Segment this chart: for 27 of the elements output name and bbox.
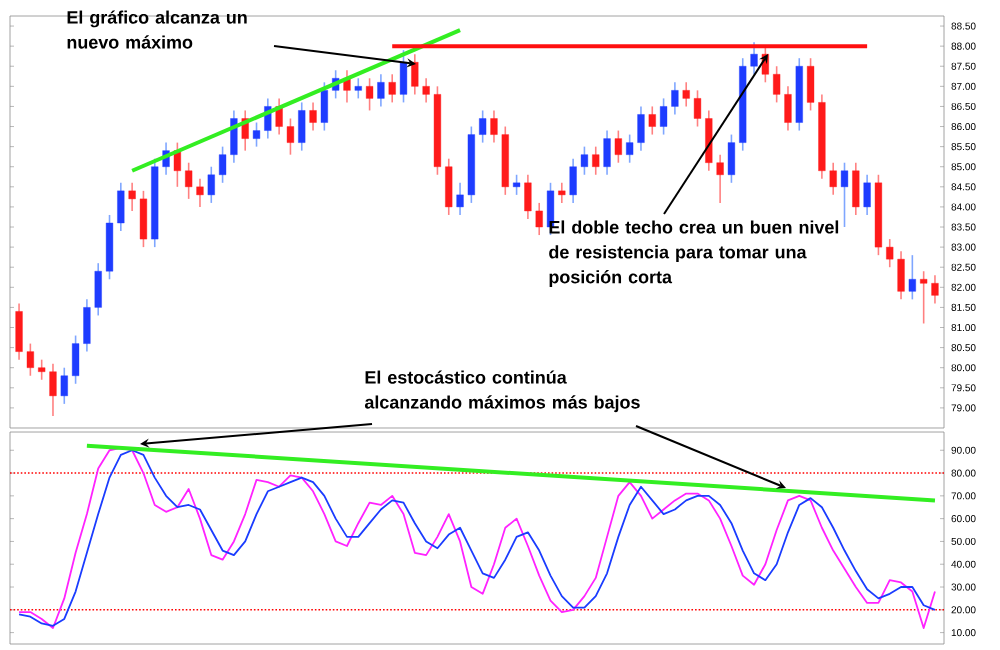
- candlestick: [863, 173, 871, 216]
- candlestick: [558, 182, 566, 204]
- candlestick: [320, 81, 328, 132]
- candlestick: [445, 157, 453, 216]
- candlestick: [727, 133, 736, 184]
- candlestick: [173, 141, 181, 188]
- candlestick: [479, 109, 487, 144]
- candlestick: [388, 73, 396, 104]
- annotation: El estocástico continúa alcanzando máximos más bajos: [364, 370, 640, 413]
- candlestick: [377, 73, 385, 108]
- candlestick: [603, 129, 611, 176]
- candlestick: [648, 105, 656, 136]
- candlestick: [60, 366, 68, 405]
- candlestick: [298, 101, 306, 152]
- candlestick: [513, 173, 521, 196]
- annotation: El doble techo crea un buen nivel de resistencia para tomar una posición corta: [549, 220, 839, 287]
- candlestick: [309, 101, 317, 132]
- candlestick: [592, 145, 600, 176]
- candlestick: [614, 129, 622, 164]
- candlestick: [366, 77, 374, 112]
- candlestick: [852, 161, 860, 216]
- candlestick: [840, 161, 849, 228]
- annotation: El gráfico alcanza un nuevo máximo: [67, 10, 247, 49]
- candlestick: [354, 77, 362, 100]
- candlestick: [908, 254, 916, 301]
- candlestick: [399, 49, 408, 104]
- candlestick: [207, 165, 215, 204]
